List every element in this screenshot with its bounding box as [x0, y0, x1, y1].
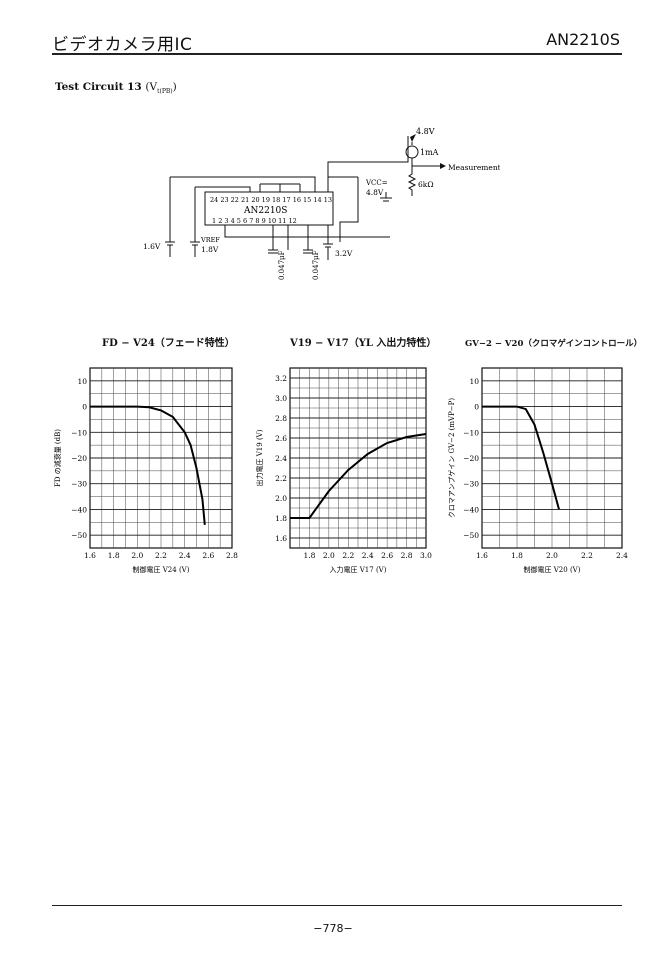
y-tick-label: 2.0 — [275, 494, 287, 503]
vcc-label: VCC= — [365, 179, 388, 187]
x-axis-label: 入力電圧 V17 (V) — [330, 565, 387, 574]
x-tick-label: 2.8 — [401, 551, 413, 560]
x-tick-label: 2.2 — [155, 551, 167, 560]
right-voltage-label: 3.2V — [335, 249, 353, 258]
ic-package — [204, 191, 334, 226]
chart-1-title: FD − V24（フェード特性） — [102, 338, 235, 349]
y-axis-label: クロマアンプゲイン GV−2 (mVP−P) — [447, 398, 456, 518]
y-axis-label: 出力電圧 V19 (V) — [255, 429, 264, 486]
y-tick-label: −40 — [463, 505, 479, 514]
y-tick-label: −20 — [71, 454, 87, 463]
x-tick-label: 2.6 — [202, 551, 214, 560]
supply-top-label: 4.8V — [416, 127, 435, 136]
x-tick-label: 1.8 — [108, 551, 120, 560]
resistor-label: 6kΩ — [418, 180, 434, 189]
y-tick-label: −10 — [71, 428, 87, 437]
y-tick-label: 2.4 — [275, 454, 287, 463]
y-tick-label: −40 — [71, 505, 87, 514]
series-line — [90, 405, 206, 525]
x-tick-label: 2.8 — [226, 551, 238, 560]
x-tick-label: 2.0 — [131, 551, 143, 560]
header-category: ビデオカメラ用IC — [52, 35, 193, 55]
left-voltage-label: 1.6V — [143, 242, 161, 251]
bottom-pin-row: 1 2 3 4 5 6 7 8 9 10 11 12 — [212, 217, 297, 225]
x-tick-label: 2.0 — [546, 551, 558, 560]
chart-chroma-gain-control: 10 0 −10 −20 −30 −40 −50 1.6 1.8 2.0 2.2 2.4 制御電圧 V2… — [447, 367, 628, 574]
x-tick-label: 2.4 — [616, 551, 628, 560]
y-tick-label: 3.2 — [275, 374, 287, 383]
vref-value: 1.8V — [201, 245, 219, 254]
x-tick-label: 2.0 — [323, 551, 335, 560]
capacitor-1-label: 0.047μF — [278, 250, 286, 280]
series-line — [482, 405, 560, 510]
x-tick-label: 3.0 — [420, 551, 432, 560]
capacitor-2-label: 0.047μF — [312, 250, 320, 280]
y-tick-label: −50 — [463, 531, 479, 540]
y-tick-label: 1.8 — [275, 514, 287, 523]
chart-fade-characteristic: 10 0 −10 −20 −30 −40 −50 1.6 1.8 2.0 2.2 2.4 2.6 2.8 制… — [53, 367, 238, 574]
footer-rule — [52, 905, 622, 906]
section-title-text: Test Circuit 13 — [55, 81, 142, 93]
x-axis-label: 制御電圧 V20 (V) — [524, 565, 581, 574]
vref-label: VREF — [200, 236, 220, 244]
test-circuit-diagram: 24 23 22 21 20 19 18 17 16 15 14 13 AN22… — [143, 127, 500, 280]
y-tick-label: −30 — [71, 480, 87, 489]
y-tick-label: 0 — [82, 403, 87, 412]
y-tick-label: 0 — [474, 403, 479, 412]
x-tick-label: 2.4 — [362, 551, 374, 560]
y-tick-label: −50 — [71, 531, 87, 540]
series-line — [290, 433, 427, 519]
x-tick-label: 2.2 — [581, 551, 593, 560]
chart-3-title: GV−2 − V20（クロマゲインコントロール） — [465, 339, 643, 349]
x-tick-label: 2.6 — [381, 551, 393, 560]
x-tick-label: 2.2 — [342, 551, 354, 560]
header-rule — [52, 53, 622, 55]
y-tick-label: 3.0 — [275, 394, 287, 403]
y-tick-label: −10 — [463, 428, 479, 437]
x-axis-label: 制御電圧 V24 (V) — [133, 565, 190, 574]
y-tick-label: −20 — [463, 454, 479, 463]
top-pin-row: 24 23 22 21 20 19 18 17 16 15 14 13 — [210, 196, 332, 204]
current-source-label: 1mA — [420, 148, 439, 157]
x-tick-label: 1.8 — [511, 551, 523, 560]
chart-yl-io-characteristic: 3.2 3.0 2.8 2.6 2.4 2.2 2.0 1.8 1.6 1.8 2.0 2.2 2.4 2… — [255, 367, 432, 574]
measurement-label: Measurement — [448, 163, 500, 172]
x-tick-label: 1.6 — [84, 551, 96, 560]
vcc-value: 4.8V — [366, 188, 384, 197]
x-tick-label: 2.4 — [179, 551, 191, 560]
y-tick-label: 10 — [77, 377, 87, 386]
section-subtitle: (Vt(PB)) — [145, 81, 177, 96]
chart-2-title: V19 − V17（YL 入出力特性） — [290, 338, 437, 349]
header-part-number: AN2210S — [546, 30, 620, 49]
y-tick-label: 1.6 — [275, 534, 287, 543]
page-number: −778− — [313, 922, 353, 935]
ic-name: AN2210S — [243, 206, 287, 216]
x-tick-label: 1.8 — [303, 551, 315, 560]
x-tick-label: 1.6 — [476, 551, 488, 560]
y-tick-label: −30 — [463, 480, 479, 489]
y-tick-label: 2.8 — [275, 414, 287, 423]
y-axis-label: FD の減衰量 (dB) — [53, 429, 62, 487]
section-title: Test Circuit 13 (Vt(PB)) — [55, 81, 177, 95]
y-tick-label: 10 — [469, 377, 479, 386]
y-tick-label: 2.2 — [275, 474, 287, 483]
y-tick-label: 2.6 — [275, 434, 287, 443]
